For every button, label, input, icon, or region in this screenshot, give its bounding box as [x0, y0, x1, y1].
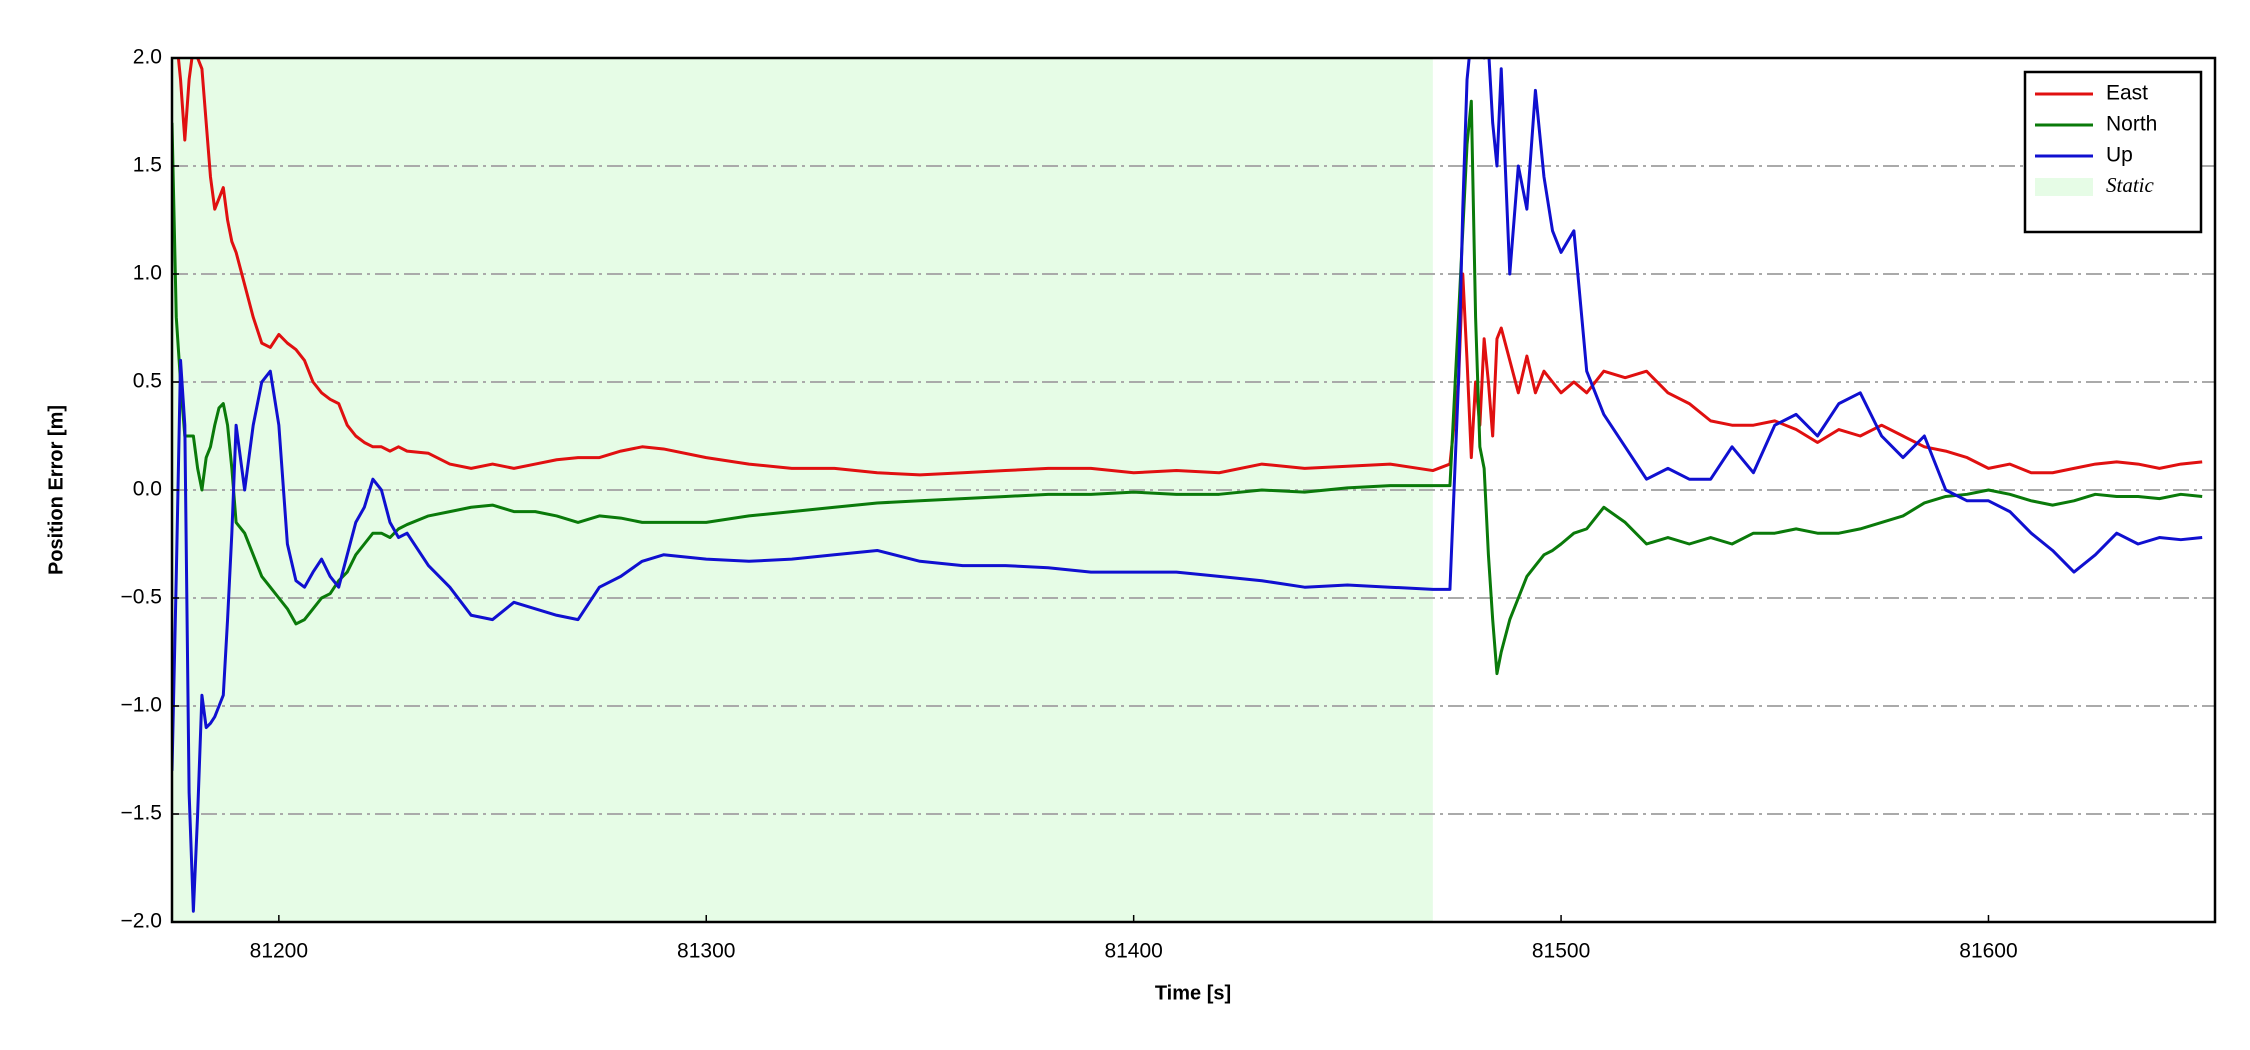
y-tick-label: 0.5 — [133, 370, 162, 393]
y-tick-label: 2.0 — [133, 46, 162, 69]
series-line — [172, 99, 2203, 676]
y-tick-label: −2.0 — [121, 910, 162, 933]
series-line — [172, 58, 2203, 913]
x-tick-label: 81400 — [1104, 940, 1162, 963]
legend-label: Up — [2106, 144, 2133, 167]
plot-area — [172, 58, 2215, 922]
y-tick-label: −1.5 — [121, 802, 162, 825]
legend-label: Static — [2106, 173, 2155, 197]
x-axis-label: Time [s] — [1155, 982, 1231, 1004]
legend-label: East — [2106, 82, 2148, 105]
legend-swatch — [2035, 178, 2093, 196]
x-tick-label: 81200 — [250, 940, 308, 963]
y-tick-label: 1.5 — [133, 154, 162, 177]
x-tick-label: 81600 — [1959, 940, 2017, 963]
legend-label: North — [2106, 113, 2157, 136]
legend-box — [2023, 70, 2203, 234]
y-tick-label: −0.5 — [121, 586, 162, 609]
y-axis-label: Position Error [m] — [45, 405, 67, 575]
x-tick-label: 81300 — [677, 940, 735, 963]
y-tick-label: 1.0 — [133, 262, 162, 285]
y-tick-label: 0.0 — [133, 478, 162, 501]
x-tick-label: 81500 — [1532, 940, 1590, 963]
y-tick-label: −1.0 — [121, 694, 162, 717]
plot-frame — [170, 56, 2217, 924]
series-line — [176, 58, 2203, 477]
